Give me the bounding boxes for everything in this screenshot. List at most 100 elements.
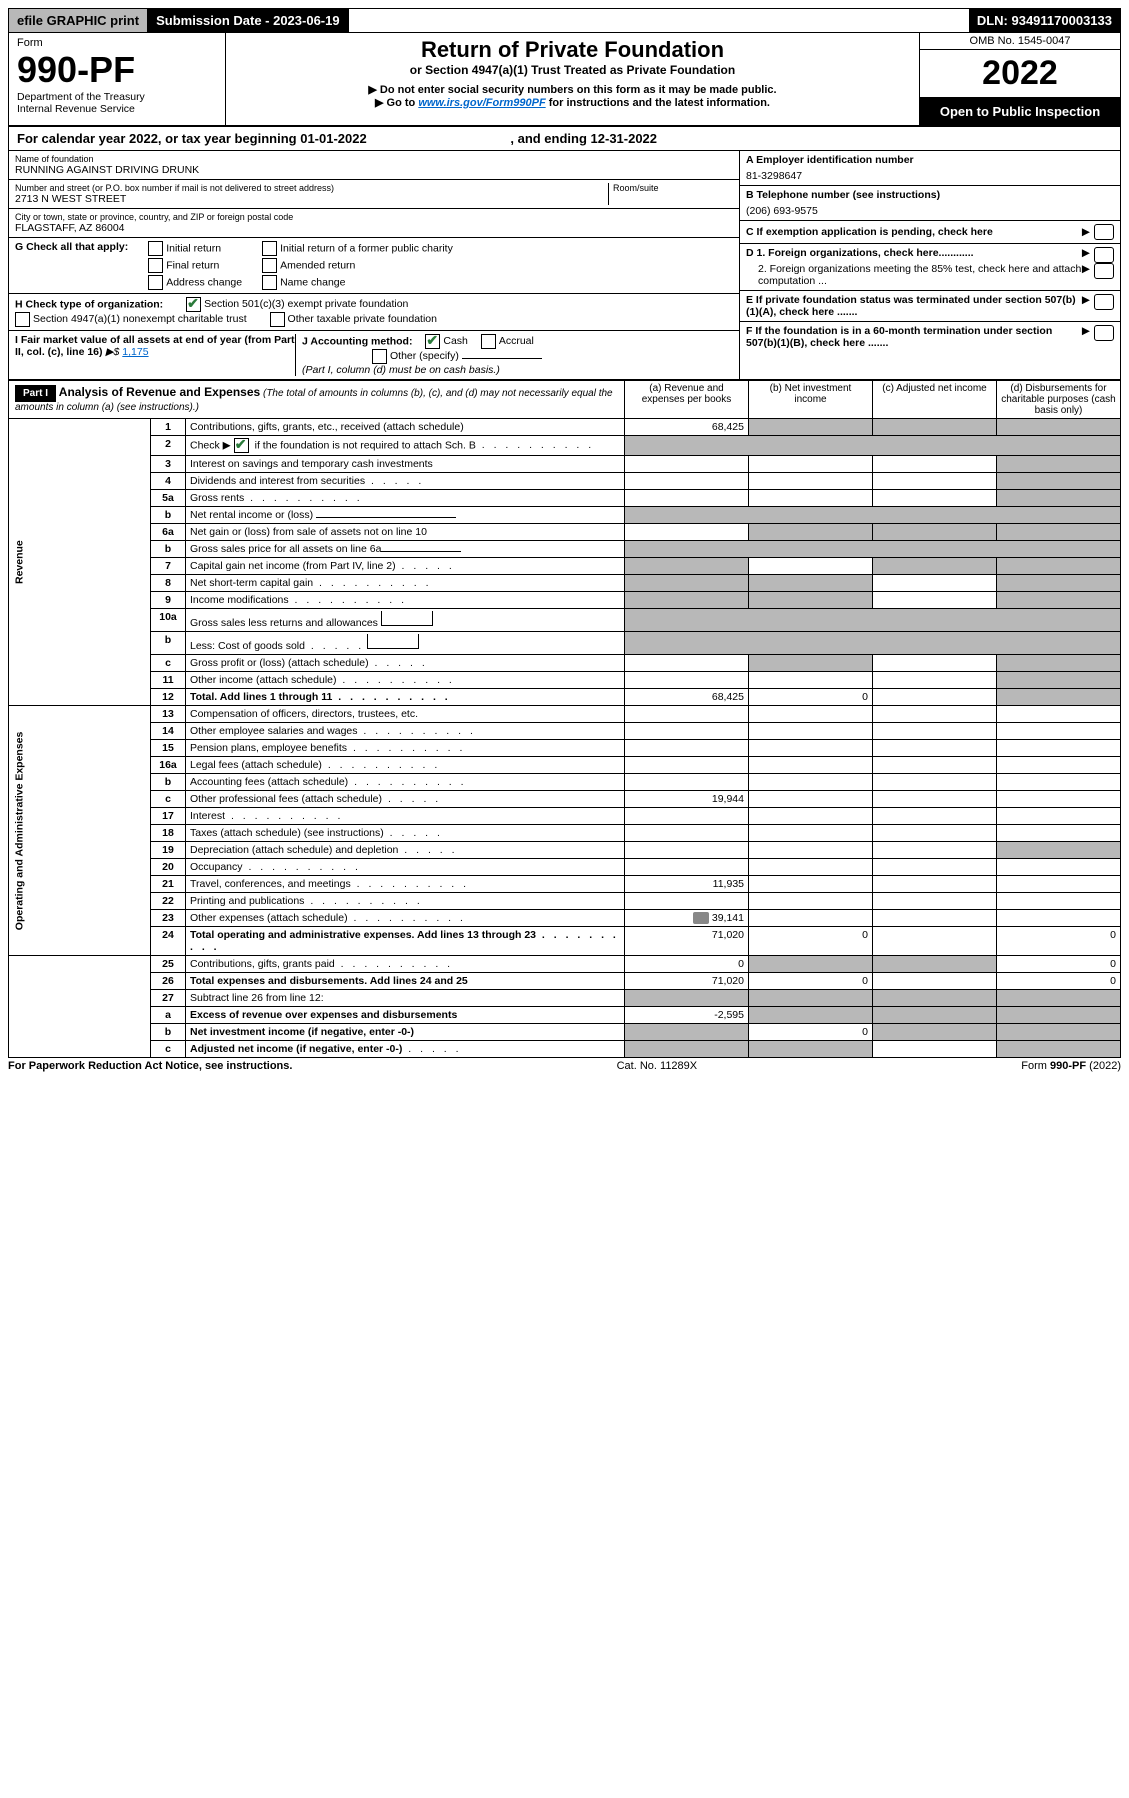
form-subtitle: or Section 4947(a)(1) Trust Treated as P… xyxy=(234,63,911,77)
d2-checkbox[interactable] xyxy=(1094,263,1114,279)
table-row: 17Interest xyxy=(9,808,1121,825)
table-row: 12Total. Add lines 1 through 1168,4250 xyxy=(9,689,1121,706)
table-row: 6aNet gain or (loss) from sale of assets… xyxy=(9,524,1121,541)
addr-label: Number and street (or P.O. box number if… xyxy=(15,183,608,193)
table-row: 20Occupancy xyxy=(9,859,1121,876)
omb-number: OMB No. 1545-0047 xyxy=(920,33,1120,50)
table-row: 8Net short-term capital gain xyxy=(9,575,1121,592)
expenses-side-label: Operating and Administrative Expenses xyxy=(9,706,151,956)
efile-label: efile GRAPHIC print xyxy=(9,9,148,32)
e-checkbox[interactable] xyxy=(1094,294,1114,310)
table-row: bAccounting fees (attach schedule) xyxy=(9,774,1121,791)
table-row: 11Other income (attach schedule) xyxy=(9,672,1121,689)
form-link[interactable]: www.irs.gov/Form990PF xyxy=(418,97,545,109)
other-method-checkbox[interactable] xyxy=(372,349,387,364)
table-row: 18Taxes (attach schedule) (see instructi… xyxy=(9,825,1121,842)
footer-center: Cat. No. 11289X xyxy=(617,1060,698,1072)
accrual-checkbox[interactable] xyxy=(481,334,496,349)
tax-year: 2022 xyxy=(920,50,1120,98)
table-row: aExcess of revenue over expenses and dis… xyxy=(9,1007,1121,1024)
cash-checkbox[interactable] xyxy=(425,334,440,349)
phone-label: B Telephone number (see instructions) xyxy=(746,189,1114,201)
dept-label: Department of the Treasury xyxy=(17,91,217,103)
other-taxable-checkbox[interactable] xyxy=(270,312,285,327)
j-note: (Part I, column (d) must be on cash basi… xyxy=(302,364,500,376)
table-row: 5aGross rents xyxy=(9,490,1121,507)
submission-date: Submission Date - 2023-06-19 xyxy=(148,9,349,32)
4947-checkbox[interactable] xyxy=(15,312,30,327)
table-row: 25Contributions, gifts, grants paid00 xyxy=(9,956,1121,973)
ein-value: 81-3298647 xyxy=(746,166,1114,182)
foundation-name: RUNNING AGAINST DRIVING DRUNK xyxy=(15,164,733,176)
col-c-header: (c) Adjusted net income xyxy=(873,381,997,419)
table-row: bNet rental income or (loss) xyxy=(9,507,1121,524)
d1-label: D 1. Foreign organizations, check here..… xyxy=(746,247,1082,259)
table-row: 16aLegal fees (attach schedule) xyxy=(9,757,1121,774)
form-title: Return of Private Foundation xyxy=(234,37,911,63)
arrow-icon: ▶ xyxy=(1082,247,1090,259)
open-public-badge: Open to Public Inspection xyxy=(920,98,1120,125)
name-label: Name of foundation xyxy=(15,154,733,164)
j-label: J Accounting method: xyxy=(302,335,412,347)
street-address: 2713 N WEST STREET xyxy=(15,193,608,205)
table-row: 9Income modifications xyxy=(9,592,1121,609)
calendar-year-row: For calendar year 2022, or tax year begi… xyxy=(8,127,1121,151)
table-row: cOther professional fees (attach schedul… xyxy=(9,791,1121,808)
f-checkbox[interactable] xyxy=(1094,325,1114,341)
arrow-icon: ▶ xyxy=(1082,294,1090,306)
table-row: 3Interest on savings and temporary cash … xyxy=(9,456,1121,473)
analysis-table: Part I Analysis of Revenue and Expenses … xyxy=(8,380,1121,1058)
phone-value: (206) 693-9575 xyxy=(746,201,1114,217)
table-row: 24Total operating and administrative exp… xyxy=(9,927,1121,956)
col-d-header: (d) Disbursements for charitable purpose… xyxy=(997,381,1121,419)
address-change-checkbox[interactable] xyxy=(148,275,163,290)
f-label: F If the foundation is in a 60-month ter… xyxy=(746,325,1082,349)
page-footer: For Paperwork Reduction Act Notice, see … xyxy=(8,1058,1121,1072)
c-label: C If exemption application is pending, c… xyxy=(746,226,1082,238)
table-row: Operating and Administrative Expenses 13… xyxy=(9,706,1121,723)
city-state-zip: FLAGSTAFF, AZ 86004 xyxy=(15,222,733,234)
c-checkbox[interactable] xyxy=(1094,224,1114,240)
form-word: Form xyxy=(17,37,217,49)
table-row: Revenue 1 Contributions, gifts, grants, … xyxy=(9,419,1121,436)
e-label: E If private foundation status was termi… xyxy=(746,294,1082,318)
table-row: 15Pension plans, employee benefits xyxy=(9,740,1121,757)
table-row: 21Travel, conferences, and meetings11,93… xyxy=(9,876,1121,893)
table-row: bNet investment income (if negative, ent… xyxy=(9,1024,1121,1041)
revenue-side-label: Revenue xyxy=(9,419,151,706)
header-note-2: ▶ Go to www.irs.gov/Form990PF for instru… xyxy=(234,96,911,109)
form-header: Form 990-PF Department of the Treasury I… xyxy=(8,33,1121,127)
arrow-icon: ▶ xyxy=(1082,263,1090,275)
city-label: City or town, state or province, country… xyxy=(15,212,733,222)
dln-label: DLN: 93491170003133 xyxy=(969,9,1120,32)
footer-left: For Paperwork Reduction Act Notice, see … xyxy=(8,1060,292,1072)
table-row: cGross profit or (loss) (attach schedule… xyxy=(9,655,1121,672)
table-row: 2 Check ▶ if the foundation is not requi… xyxy=(9,436,1121,456)
footer-right: Form 990-PF (2022) xyxy=(1021,1060,1121,1072)
initial-former-checkbox[interactable] xyxy=(262,241,277,256)
form-number: 990-PF xyxy=(17,49,217,91)
top-bar: efile GRAPHIC print Submission Date - 20… xyxy=(8,8,1121,33)
col-a-header: (a) Revenue and expenses per books xyxy=(625,381,749,419)
table-row: cAdjusted net income (if negative, enter… xyxy=(9,1041,1121,1058)
schb-checkbox[interactable] xyxy=(234,438,249,453)
arrow-icon: ▶ xyxy=(1082,226,1090,238)
501c3-checkbox[interactable] xyxy=(186,297,201,312)
name-change-checkbox[interactable] xyxy=(262,275,277,290)
d1-checkbox[interactable] xyxy=(1094,247,1114,263)
part1-title: Analysis of Revenue and Expenses xyxy=(59,385,260,399)
h-label: H Check type of organization: xyxy=(15,298,163,310)
attachment-icon[interactable] xyxy=(693,912,709,924)
irs-label: Internal Revenue Service xyxy=(17,103,217,115)
fmv-value[interactable]: 1,175 xyxy=(122,346,148,358)
table-row: 4Dividends and interest from securities xyxy=(9,473,1121,490)
initial-return-checkbox[interactable] xyxy=(148,241,163,256)
col-b-header: (b) Net investment income xyxy=(749,381,873,419)
part1-label: Part I xyxy=(15,385,56,402)
org-info-grid: Name of foundation RUNNING AGAINST DRIVI… xyxy=(8,151,1121,380)
table-row: 10aGross sales less returns and allowanc… xyxy=(9,609,1121,632)
amended-return-checkbox[interactable] xyxy=(262,258,277,273)
final-return-checkbox[interactable] xyxy=(148,258,163,273)
table-row: 7Capital gain net income (from Part IV, … xyxy=(9,558,1121,575)
i-label: I Fair market value of all assets at end… xyxy=(15,334,295,358)
